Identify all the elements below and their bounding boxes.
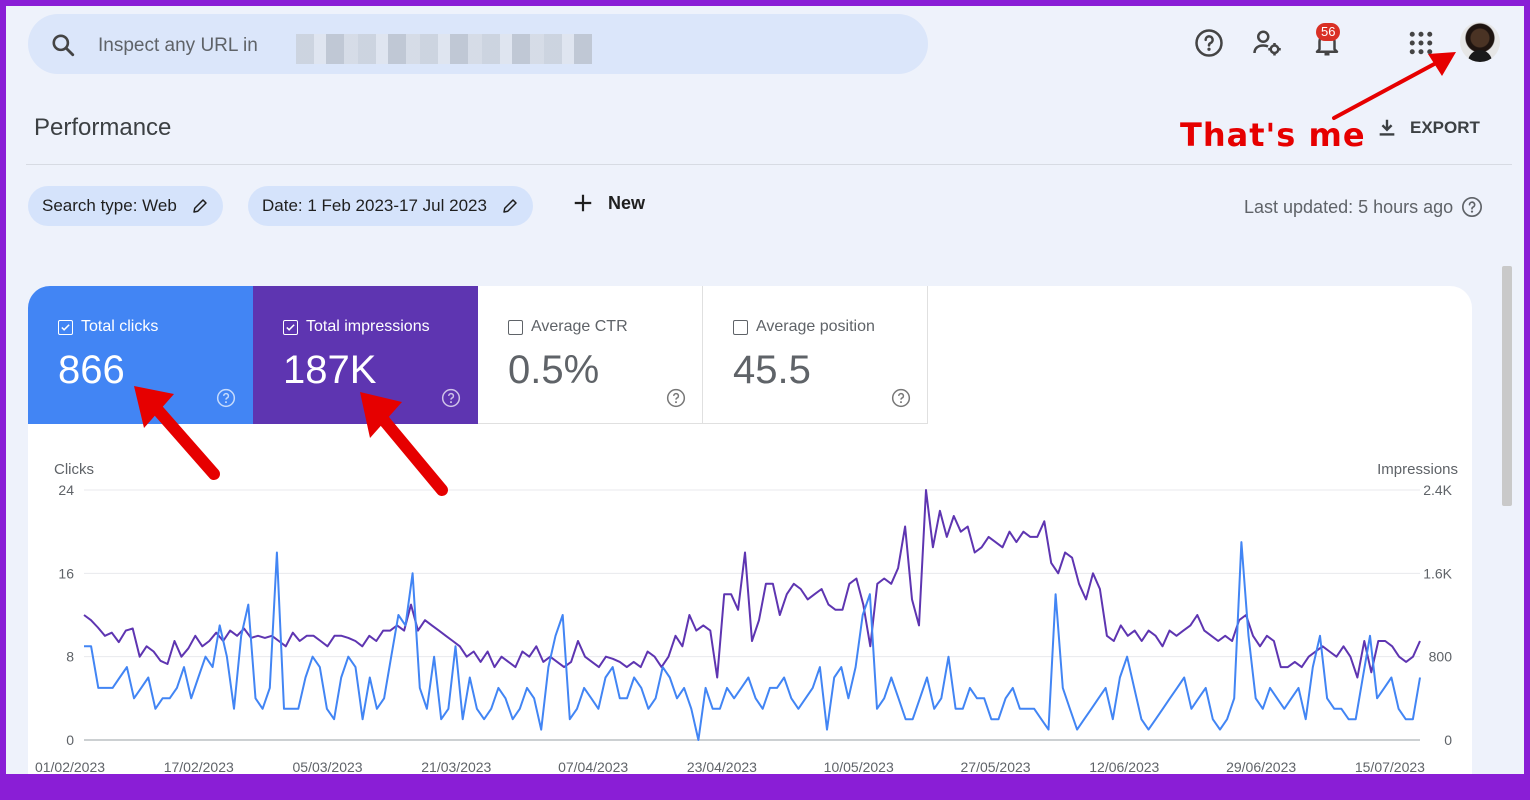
help-icon[interactable] bbox=[1461, 196, 1483, 218]
search-placeholder: Inspect any URL in bbox=[98, 35, 258, 56]
y-tick-label-right: 0 bbox=[1444, 732, 1452, 748]
performance-chart: 24 2.4K 16 1.6K 8 800 0 0 Clicks Impressions 01/02… bbox=[35, 461, 1458, 774]
metric-card-total-impressions[interactable]: Total impressions 187K bbox=[253, 286, 478, 424]
x-tick-label: 07/04/2023 bbox=[558, 759, 628, 774]
new-label: New bbox=[608, 192, 646, 213]
x-tick-label: 29/06/2023 bbox=[1226, 759, 1296, 774]
metric-value: 187K bbox=[283, 348, 377, 392]
header-divider bbox=[26, 164, 1512, 165]
x-tick-label: 10/05/2023 bbox=[824, 759, 894, 774]
x-tick-label: 01/02/2023 bbox=[35, 759, 105, 774]
x-tick-label: 23/04/2023 bbox=[687, 759, 757, 774]
last-updated-text: Last updated: 5 hours ago bbox=[1244, 196, 1454, 217]
x-tick-label: 17/02/2023 bbox=[164, 759, 234, 774]
checkbox-checked-icon[interactable] bbox=[58, 319, 73, 335]
y-tick-label-left: 8 bbox=[66, 649, 74, 665]
notification-badge: 56 bbox=[1316, 23, 1341, 41]
search-type-label: Search type: Web bbox=[42, 196, 177, 215]
x-tick-label: 27/05/2023 bbox=[961, 759, 1031, 774]
help-icon[interactable] bbox=[1194, 28, 1224, 58]
y-axis-label-left: Clicks bbox=[54, 461, 94, 478]
help-icon[interactable] bbox=[891, 388, 911, 408]
url-inspect-search[interactable]: Inspect any URL in bbox=[28, 14, 928, 74]
export-label: EXPORT bbox=[1410, 118, 1480, 137]
y-tick-label-left: 24 bbox=[58, 482, 74, 498]
checkbox-checked-icon[interactable] bbox=[283, 319, 298, 335]
edit-pencil-icon bbox=[503, 199, 517, 213]
scrollbar-thumb[interactable] bbox=[1502, 266, 1512, 506]
metric-value: 45.5 bbox=[733, 348, 811, 392]
search-type-filter-chip[interactable]: Search type: Web bbox=[28, 186, 223, 226]
series-line-impressions bbox=[83, 489, 1421, 679]
last-updated-info: Last updated: 5 hours ago bbox=[1244, 196, 1483, 218]
y-tick-label-right: 1.6K bbox=[1423, 565, 1452, 581]
search-icon bbox=[52, 34, 75, 57]
metric-label: Average CTR bbox=[531, 318, 628, 335]
help-icon[interactable] bbox=[216, 388, 236, 408]
page-title: Performance bbox=[34, 114, 172, 141]
help-icon[interactable] bbox=[441, 388, 461, 408]
apps-grid-icon[interactable] bbox=[1406, 28, 1436, 58]
metric-value: 0.5% bbox=[508, 348, 600, 392]
export-button[interactable]: EXPORT bbox=[1376, 110, 1480, 146]
edit-pencil-icon bbox=[193, 199, 207, 213]
date-filter-chip[interactable]: Date: 1 Feb 2023-17 Jul 2023 bbox=[248, 186, 533, 226]
y-tick-label-left: 16 bbox=[58, 565, 74, 581]
x-tick-label: 12/06/2023 bbox=[1089, 759, 1159, 774]
series-line-clicks bbox=[84, 541, 1421, 741]
avatar[interactable] bbox=[1460, 22, 1500, 62]
metric-label: Total impressions bbox=[306, 318, 430, 335]
annotation-label: That's me bbox=[1180, 116, 1366, 154]
help-icon[interactable] bbox=[666, 388, 686, 408]
metric-label: Average position bbox=[756, 318, 875, 335]
y-tick-label-right: 800 bbox=[1429, 649, 1453, 665]
y-tick-label-right: 2.4K bbox=[1423, 482, 1452, 498]
new-filter-button[interactable]: New bbox=[572, 192, 645, 214]
x-tick-label: 15/07/2023 bbox=[1355, 759, 1425, 774]
date-range-label: Date: 1 Feb 2023-17 Jul 2023 bbox=[262, 196, 487, 215]
performance-panel: Total clicks 866 Total impressions 187K … bbox=[28, 286, 1472, 774]
x-tick-label: 21/03/2023 bbox=[421, 759, 491, 774]
y-axis-label-right: Impressions bbox=[1377, 461, 1458, 478]
blurred-property-name bbox=[296, 34, 592, 64]
checkbox-unchecked-icon[interactable] bbox=[733, 319, 748, 335]
user-settings-icon[interactable] bbox=[1252, 28, 1282, 58]
x-tick-label: 05/03/2023 bbox=[293, 759, 363, 774]
metric-label: Total clicks bbox=[81, 318, 159, 335]
checkbox-unchecked-icon[interactable] bbox=[508, 319, 523, 335]
y-tick-label-left: 0 bbox=[66, 732, 74, 748]
download-icon bbox=[1379, 119, 1395, 136]
metric-card-average-position[interactable]: Average position 45.5 bbox=[703, 286, 928, 424]
plus-icon bbox=[574, 194, 592, 212]
app-frame: Inspect any URL in 56 Performance That's… bbox=[6, 6, 1524, 774]
metric-card-average-ctr[interactable]: Average CTR 0.5% bbox=[478, 286, 703, 424]
metric-value: 866 bbox=[58, 348, 125, 392]
